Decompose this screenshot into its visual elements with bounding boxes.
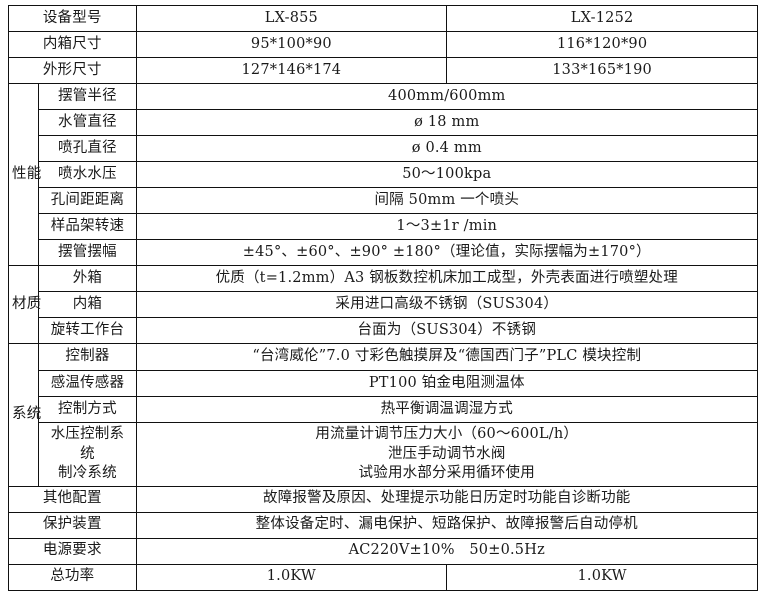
row-value-water-pressure: 50～100kpa xyxy=(135,161,759,188)
table-row: 旋转工作台 台面为（SUS304）不锈钢 xyxy=(9,317,759,344)
label-line-1: 水压控制系 xyxy=(50,426,125,442)
table-row: 电源要求 AC220V±10% 50±0.5Hz xyxy=(8,537,759,565)
row-label-controller: 控制器 xyxy=(38,343,137,371)
row-value-total-power-a: 1.0KW xyxy=(135,563,448,591)
table-row: 内箱尺寸 95*100*90 116*120*90 xyxy=(8,31,758,58)
equipment-spec-table: 设备型号 LX-855 LX-1252 内箱尺寸 95*100*90 116*1… xyxy=(7,5,759,591)
label-line-2: 统 xyxy=(80,445,95,462)
row-label-water-pressure: 喷水水压 xyxy=(38,161,137,188)
row-label-swing-radius: 摆管半径 xyxy=(38,83,137,110)
row-value-controller: “台湾威伦”7.0 寸彩色触摸屏及“德国西门子”PLC 模块控制 xyxy=(135,343,759,371)
row-value-inner-size-b: 116*120*90 xyxy=(446,31,758,58)
row-value-rack-speed: 1～3±1r /min xyxy=(135,213,759,240)
row-value-model-a: LX-855 xyxy=(135,5,448,32)
group-label-performance: 性能 xyxy=(7,83,41,266)
row-label-model: 设备型号 xyxy=(8,5,137,32)
row-value-model-b: LX-1252 xyxy=(446,5,758,32)
table-row: 控制方式 热平衡调温调湿方式 xyxy=(9,396,759,423)
row-label-power-requirement: 电源要求 xyxy=(8,537,137,565)
row-label-hole-spacing: 孔间距距离 xyxy=(38,187,137,214)
group-label-material: 材质 xyxy=(7,265,41,344)
table-row: 总功率 1.0KW 1.0KW xyxy=(8,563,758,591)
table-row: 孔间距距离 间隔 50mm 一个喷头 xyxy=(9,187,759,214)
row-value-swing-amplitude: ±45°、±60°、±90° ±180°（理论值，实际摆幅为±170°） xyxy=(135,239,759,266)
row-value-outer-size-b: 133*165*190 xyxy=(446,57,758,84)
table-row: 喷孔直径 ø 0.4 mm xyxy=(9,135,759,162)
value-line-1: 用流量计调节压力大小（60～600L/h） xyxy=(315,426,579,442)
value-line-3: 试验用水部分采用循环使用 xyxy=(358,465,535,482)
table-row: 外形尺寸 127*146*174 133*165*190 xyxy=(8,57,758,84)
value-line-2: 泄压手动调节水阀 xyxy=(387,445,506,462)
row-value-temp-sensor: PT100 铂金电阻测温体 xyxy=(135,370,759,397)
row-label-outer-box: 外箱 xyxy=(38,265,137,292)
table-row: 设备型号 LX-855 LX-1252 xyxy=(8,5,758,32)
row-value-inner-box: 采用进口高级不锈钢（SUS304） xyxy=(135,291,759,318)
table-row: 摆管摆幅 ±45°、±60°、±90° ±180°（理论值，实际摆幅为±170°… xyxy=(9,239,759,266)
row-value-pressure-and-cooling-system: 用流量计调节压力大小（60～600L/h） 泄压手动调节水阀 试验用水部分采用循… xyxy=(135,422,759,487)
row-label-protection-device: 保护装置 xyxy=(8,511,137,539)
row-value-swing-radius: 400mm/600mm xyxy=(135,83,759,110)
row-label-nozzle-diameter: 喷孔直径 xyxy=(38,135,137,162)
row-value-other-config: 故障报警及原因、处理提示功能日历定时功能自诊断功能 xyxy=(135,485,759,513)
table-row: 材质 外箱 优质（t=1.2mm）A3 钢板数控机床加工成型，外壳表面进行喷塑处… xyxy=(7,265,759,344)
table-row: 样品架转速 1～3±1r /min xyxy=(9,213,759,240)
row-label-rotary-table: 旋转工作台 xyxy=(38,317,137,344)
table-row: 其他配置 故障报警及原因、处理提示功能日历定时功能自诊断功能 xyxy=(8,485,759,513)
row-value-power-requirement: AC220V±10% 50±0.5Hz xyxy=(135,537,759,565)
row-label-swing-amplitude: 摆管摆幅 xyxy=(38,239,137,266)
row-label-rack-speed: 样品架转速 xyxy=(38,213,137,240)
row-label-control-mode: 控制方式 xyxy=(38,396,137,423)
row-label-temp-sensor: 感温传感器 xyxy=(38,370,137,397)
table-row: 系统 控制器 “台湾威伦”7.0 寸彩色触摸屏及“德国西门子”PLC 模块控制 xyxy=(7,343,759,487)
row-value-outer-box: 优质（t=1.2mm）A3 钢板数控机床加工成型，外壳表面进行喷塑处理 xyxy=(135,265,759,292)
table-row: 喷水水压 50～100kpa xyxy=(9,161,759,188)
row-value-inner-size-a: 95*100*90 xyxy=(135,31,448,58)
row-value-rotary-table: 台面为（SUS304）不锈钢 xyxy=(135,317,759,344)
row-value-outer-size-a: 127*146*174 xyxy=(135,57,448,84)
table-row: 感温传感器 PT100 铂金电阻测温体 xyxy=(9,370,759,397)
table-row: 内箱 采用进口高级不锈钢（SUS304） xyxy=(9,291,759,318)
row-label-inner-size: 内箱尺寸 xyxy=(8,31,137,58)
row-label-pipe-diameter: 水管直径 xyxy=(38,109,137,136)
row-label-outer-size: 外形尺寸 xyxy=(8,57,137,84)
table-row: 保护装置 整体设备定时、漏电保护、短路保护、故障报警后自动停机 xyxy=(8,511,759,539)
row-label-inner-box: 内箱 xyxy=(38,291,137,318)
row-value-pipe-diameter: ø 18 mm xyxy=(135,109,759,136)
row-label-other-config: 其他配置 xyxy=(8,485,137,513)
row-value-nozzle-diameter: ø 0.4 mm xyxy=(135,135,759,162)
row-value-protection-device: 整体设备定时、漏电保护、短路保护、故障报警后自动停机 xyxy=(135,511,759,539)
group-label-system: 系统 xyxy=(7,343,41,487)
row-value-control-mode: 热平衡调温调湿方式 xyxy=(135,396,759,423)
row-value-total-power-b: 1.0KW xyxy=(446,563,758,591)
table-row: 水管直径 ø 18 mm xyxy=(9,109,759,136)
label-line-3: 制冷系统 xyxy=(58,465,117,482)
table-row: 水压控制系 统 制冷系统 用流量计调节压力大小（60～600L/h） 泄压手动调… xyxy=(9,422,759,487)
row-value-hole-spacing: 间隔 50mm 一个喷头 xyxy=(135,187,759,214)
table-row: 性能 摆管半径 400mm/600mm xyxy=(7,83,759,266)
row-label-total-power: 总功率 xyxy=(8,563,137,591)
row-label-pressure-and-cooling-system: 水压控制系 统 制冷系统 xyxy=(38,422,137,487)
